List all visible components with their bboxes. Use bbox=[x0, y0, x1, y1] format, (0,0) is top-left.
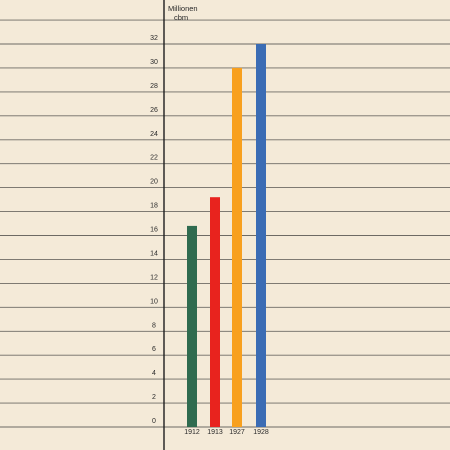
y-tick-label: 6 bbox=[152, 346, 156, 353]
y-tick-label: 26 bbox=[150, 107, 158, 114]
y-tick-label: 4 bbox=[152, 370, 156, 377]
y-tick-label: 10 bbox=[150, 298, 158, 305]
y-tick-label: 16 bbox=[150, 227, 158, 234]
y-tick-label: 20 bbox=[150, 179, 158, 186]
bar-1913 bbox=[210, 197, 220, 427]
y-tick-label: 8 bbox=[152, 322, 156, 329]
y-tick-label: 18 bbox=[150, 203, 158, 210]
bar-1928 bbox=[256, 44, 266, 427]
x-tick-label-1912: 1912 bbox=[184, 429, 200, 436]
y-tick-label: 28 bbox=[150, 83, 158, 90]
y-tick-label: 32 bbox=[150, 35, 158, 42]
bars bbox=[187, 44, 266, 428]
y-tick-label: 22 bbox=[150, 155, 158, 162]
y-tick-label: 14 bbox=[150, 250, 158, 257]
unit-label-line1: Millionen bbox=[168, 4, 198, 13]
y-tick-label: 12 bbox=[150, 274, 158, 281]
gridlines bbox=[0, 19, 450, 428]
x-axis-ticks: 1912 1913 1927 1928 bbox=[184, 429, 269, 436]
x-tick-label-1913: 1913 bbox=[207, 429, 223, 436]
y-tick-label: 2 bbox=[152, 394, 156, 401]
y-tick-label: 0 bbox=[152, 418, 156, 425]
x-tick-label-1927: 1927 bbox=[229, 429, 245, 436]
bar-1927 bbox=[232, 67, 242, 428]
x-tick-label-1928: 1928 bbox=[253, 429, 269, 436]
unit-label-line2: cbm bbox=[174, 13, 188, 22]
y-tick-label: 24 bbox=[150, 131, 158, 138]
y-tick-label: 30 bbox=[150, 59, 158, 66]
bar-1912 bbox=[187, 225, 197, 427]
